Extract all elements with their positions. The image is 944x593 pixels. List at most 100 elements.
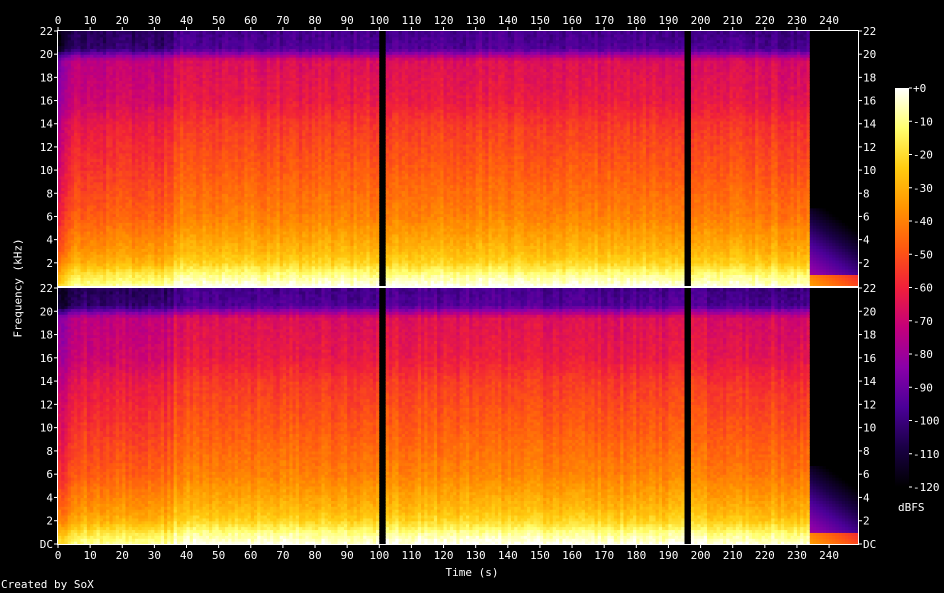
x-tick-label-bottom: 140: [498, 549, 518, 562]
x-tick-label-top: 20: [116, 14, 129, 27]
colorbar-tick-label: -70: [913, 315, 933, 328]
credit-text: Created by SoX: [1, 579, 94, 590]
y-tick-label-left: 20: [40, 48, 53, 61]
y-tick-label-right: 20: [863, 48, 876, 61]
x-tick-label-top: 80: [308, 14, 321, 27]
x-tick-label-bottom: 180: [626, 549, 646, 562]
y-tick-label-left: 12: [40, 141, 53, 154]
y-tick-label-right: 20: [863, 305, 876, 318]
y-tick-label-right: 6: [863, 468, 870, 481]
y-tick-label-left: DC: [40, 538, 53, 551]
x-tick-label-bottom: 150: [530, 549, 550, 562]
y-tick-label-right: 16: [863, 352, 876, 365]
x-tick-label-bottom: 40: [180, 549, 193, 562]
x-tick-label-top: 210: [723, 14, 743, 27]
y-tick-label-right: 8: [863, 445, 870, 458]
y-tick-label-right: 10: [863, 164, 876, 177]
x-tick-label-top: 150: [530, 14, 550, 27]
x-tick-label-bottom: 200: [691, 549, 711, 562]
x-tick-label-bottom: 170: [594, 549, 614, 562]
x-tick-label-bottom: 210: [723, 549, 743, 562]
x-tick-label-bottom: 90: [341, 549, 354, 562]
x-tick-label-top: 160: [562, 14, 582, 27]
y-tick-label-left: 12: [40, 398, 53, 411]
y-tick-label-left: 18: [40, 71, 53, 84]
y-tick-label-left: 18: [40, 329, 53, 342]
y-tick-label-left: 2: [46, 257, 53, 270]
y-tick-label-right: 12: [863, 398, 876, 411]
y-tick-label-right: 2: [863, 515, 870, 528]
x-tick-label-top: 200: [691, 14, 711, 27]
spectrogram-panel-1: [58, 31, 859, 287]
colorbar-tick-label: -90: [913, 381, 933, 394]
y-tick-label-left: 22: [40, 282, 53, 295]
y-tick-label-left: 14: [40, 375, 54, 388]
x-tick-label-bottom: 70: [276, 549, 289, 562]
y-tick-label-right: 10: [863, 422, 876, 435]
x-tick-label-top: 30: [148, 14, 161, 27]
y-tick-label-left: 6: [46, 468, 53, 481]
x-tick-label-bottom: 0: [55, 549, 62, 562]
x-tick-label-bottom: 100: [369, 549, 389, 562]
y-tick-label-right: 18: [863, 329, 876, 342]
y-tick-label-left: 4: [46, 491, 53, 504]
y-tick-label-right: 18: [863, 71, 876, 84]
y-tick-label-right: 12: [863, 141, 876, 154]
x-tick-label-top: 190: [659, 14, 679, 27]
y-tick-label-left: 8: [46, 445, 53, 458]
x-tick-label-top: 70: [276, 14, 289, 27]
x-tick-label-top: 120: [434, 14, 454, 27]
colorbar-unit-label: dBFS: [898, 502, 938, 513]
x-tick-label-bottom: 220: [755, 549, 775, 562]
y-tick-label-right: 8: [863, 187, 870, 200]
colorbar-tick-label: -120: [913, 481, 940, 494]
x-tick-label-bottom: 30: [148, 549, 161, 562]
y-tick-label-right: 16: [863, 95, 876, 108]
x-tick-label-top: 110: [401, 14, 421, 27]
y-tick-label-right: 6: [863, 210, 870, 223]
x-tick-label-top: 140: [498, 14, 518, 27]
spectrogram-panel-2: [58, 288, 859, 545]
y-axis-label: Frequency (kHz): [13, 238, 24, 337]
y-tick-label-left: 14: [40, 118, 54, 131]
x-tick-label-top: 230: [787, 14, 807, 27]
x-tick-label-bottom: 190: [659, 549, 679, 562]
x-tick-label-bottom: 230: [787, 549, 807, 562]
colorbar-tick-label: -60: [913, 282, 933, 295]
x-tick-label-top: 240: [819, 14, 839, 27]
colorbar-gradient: [895, 88, 909, 487]
y-tick-label-left: 16: [40, 352, 53, 365]
x-tick-label-top: 10: [84, 14, 97, 27]
x-tick-label-bottom: 160: [562, 549, 582, 562]
colorbar-tick-label: +0: [913, 82, 926, 95]
y-tick-label-left: 20: [40, 305, 53, 318]
x-tick-label-top: 220: [755, 14, 775, 27]
y-tick-label-left: 16: [40, 95, 53, 108]
y-tick-label-left: 8: [46, 187, 53, 200]
y-tick-label-right: 22: [863, 25, 876, 38]
y-tick-label-left: 22: [40, 25, 53, 38]
x-tick-label-bottom: 120: [434, 549, 454, 562]
x-tick-label-bottom: 80: [308, 549, 321, 562]
x-tick-label-top: 130: [466, 14, 486, 27]
x-tick-label-bottom: 10: [84, 549, 97, 562]
x-tick-label-top: 90: [341, 14, 354, 27]
y-tick-label-left: 6: [46, 210, 53, 223]
y-tick-label-right: 22: [863, 282, 876, 295]
x-tick-label-bottom: 240: [819, 549, 839, 562]
x-tick-label-bottom: 20: [116, 549, 129, 562]
colorbar-tick-label: -20: [913, 149, 933, 162]
y-tick-label-right: 2: [863, 257, 870, 270]
colorbar-tick-label: -30: [913, 182, 933, 195]
colorbar-tick-label: -10: [913, 115, 933, 128]
colorbar-tick-label: -110: [913, 448, 940, 461]
x-axis-label: Time (s): [0, 567, 944, 578]
x-tick-label-top: 0: [55, 14, 62, 27]
colorbar-tick-label: -80: [913, 348, 933, 361]
colorbar-tick-label: -50: [913, 248, 933, 261]
x-tick-label-top: 60: [244, 14, 257, 27]
y-tick-label-left: 10: [40, 422, 53, 435]
y-tick-label-right: DC: [863, 538, 876, 551]
y-tick-label-left: 4: [46, 234, 53, 247]
